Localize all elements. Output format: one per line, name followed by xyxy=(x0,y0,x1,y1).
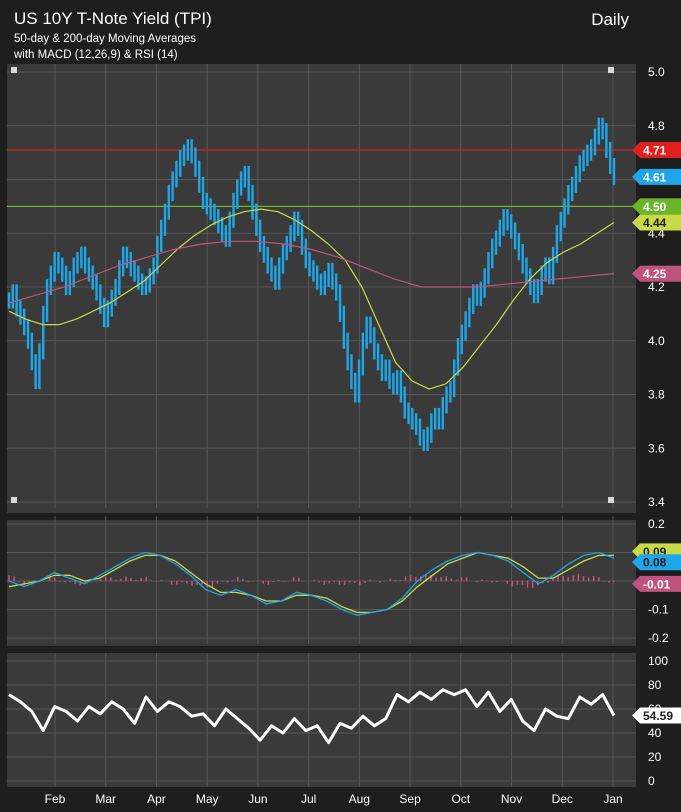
y-tick-label: 40 xyxy=(648,726,662,740)
x-tick-label: Nov xyxy=(501,792,522,806)
y-tick-label: 3.8 xyxy=(648,388,665,402)
price-value-tag: 4.61 xyxy=(632,168,681,185)
y-tick-label: 4.0 xyxy=(648,334,665,348)
y-tick-label: 4.2 xyxy=(648,280,665,294)
chart-subtitle: 50-day & 200-day Moving Averages xyxy=(14,33,196,45)
support-tag-text: 4.50 xyxy=(643,200,667,214)
corner-handle[interactable] xyxy=(11,67,17,73)
chart-subtitle: with MACD (12,26,9) & RSI (14) xyxy=(14,49,178,61)
rsi-value-tag-text: 54.59 xyxy=(643,709,673,723)
x-tick-label: Feb xyxy=(45,792,66,806)
rsi-panel xyxy=(7,653,636,787)
sma200-line xyxy=(8,240,615,304)
macd-value-tag-shape xyxy=(632,575,681,592)
corner-handle[interactable] xyxy=(608,67,614,73)
price-value-tag: 4.25 xyxy=(632,265,681,282)
x-tick-label: Jan xyxy=(603,792,622,806)
price-value-tag-text: 4.44 xyxy=(643,216,667,230)
y-tick-label: 5.0 xyxy=(648,65,665,79)
period-label: Daily xyxy=(591,10,629,29)
x-tick-label: Jun xyxy=(248,792,267,806)
macd-line xyxy=(8,551,615,616)
x-tick-label: Jul xyxy=(301,792,316,806)
y-tick-label: -0.2 xyxy=(648,631,669,645)
macd-value-tag-text: -0.01 xyxy=(643,577,671,591)
rsi-line xyxy=(8,688,616,745)
gridlines xyxy=(7,64,636,787)
x-tick-label: May xyxy=(196,792,219,806)
resistance-tag-text: 4.71 xyxy=(643,143,667,157)
x-tick-label: Sep xyxy=(399,792,421,806)
sma50-line xyxy=(8,208,615,390)
y-tick-label: 80 xyxy=(648,678,662,692)
support-tag-shape xyxy=(632,198,681,215)
corner-handle[interactable] xyxy=(11,497,17,503)
x-tick-label: Aug xyxy=(349,792,370,806)
macd-value-tag: 0.08 xyxy=(632,554,681,571)
y-tick-label: 100 xyxy=(648,654,668,668)
macd-panel xyxy=(7,520,636,646)
x-tick-label: Apr xyxy=(147,792,166,806)
series-layer xyxy=(7,117,636,745)
x-tick-label: Oct xyxy=(451,792,470,806)
y-tick-label: 4.8 xyxy=(648,119,665,133)
y-tick-label: 0.2 xyxy=(648,517,665,531)
y-tick-label: -0.1 xyxy=(648,603,669,617)
resistance-tag-shape xyxy=(632,141,681,158)
price-value-tag-text: 4.61 xyxy=(643,170,667,184)
y-tick-label: 3.6 xyxy=(648,441,665,455)
price-value-tag-shape xyxy=(632,265,681,282)
support-tag: 4.50 xyxy=(632,198,681,215)
macd-value-tag: -0.01 xyxy=(632,575,681,592)
macd-value-tag-text: 0.08 xyxy=(643,556,667,570)
macd-value-tag-shape xyxy=(632,554,681,571)
x-tick-label: Mar xyxy=(95,792,116,806)
resistance-tag: 4.71 xyxy=(632,141,681,158)
y-tick-label: 20 xyxy=(648,750,662,764)
y-tick-label: 0 xyxy=(648,774,655,788)
price-value-tag-text: 4.25 xyxy=(643,267,667,281)
price-value-tag: 4.44 xyxy=(632,214,681,231)
price-value-tag-shape xyxy=(632,168,681,185)
rsi-value-tag-shape xyxy=(632,707,681,724)
corner-handle[interactable] xyxy=(608,497,614,503)
chart-title: US 10Y T-Note Yield (TPI) xyxy=(14,9,212,28)
rsi-value-tag: 54.59 xyxy=(632,707,681,724)
price-value-tag-shape xyxy=(632,214,681,231)
x-tick-label: Dec xyxy=(552,792,573,806)
y-tick-label: 3.4 xyxy=(648,495,665,509)
